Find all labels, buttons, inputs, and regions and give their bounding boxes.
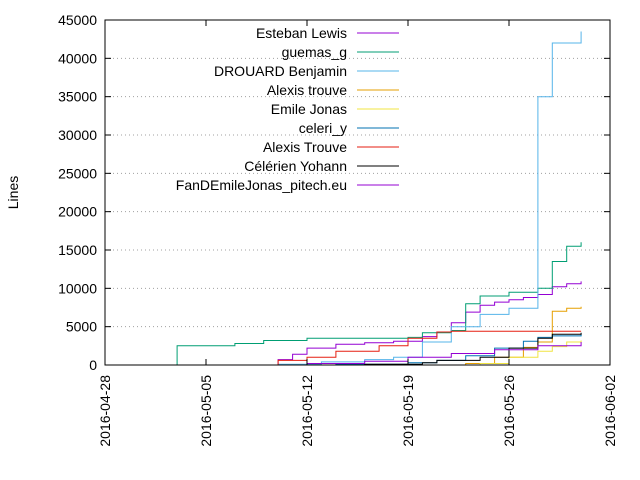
y-tick-label: 20000 [58, 204, 97, 220]
legend-label-1: guemas_g [282, 44, 347, 60]
legend-label-4: Emile Jonas [271, 101, 347, 117]
legend-label-5: celeri_y [299, 120, 347, 136]
y-tick-label: 10000 [58, 280, 97, 296]
series-line-1 [176, 242, 582, 365]
series-line-4 [393, 340, 582, 366]
y-tick-label: 5000 [66, 319, 97, 335]
ticks: 0 5000 10000 15000 20000 25000 30000 35000 40000… [58, 12, 618, 447]
y-tick-label: 15000 [58, 242, 97, 258]
series-line-2 [177, 31, 582, 366]
y-tick-label: 40000 [58, 50, 97, 66]
y-tick-label: 0 [89, 357, 97, 373]
series-line-8 [278, 342, 582, 366]
x-tick-label: 2016-06-02 [602, 375, 618, 447]
series-line-7 [278, 332, 582, 366]
x-tick-label: 2016-05-19 [400, 375, 416, 447]
legend-label-8: FanDEmileJonas_pitech.eu [176, 177, 347, 193]
y-tick-label: 35000 [58, 89, 97, 105]
y-tick-label: 30000 [58, 127, 97, 143]
legend-label-3: Alexis trouve [267, 82, 347, 98]
legend-label-0: Esteban Lewis [256, 25, 347, 41]
legend: Esteban Lewis guemas_g DROUARD Benjamin Ale… [176, 25, 399, 193]
x-tick-label: 2016-05-05 [198, 375, 214, 447]
legend-label-7: Célérien Yohann [244, 158, 347, 174]
plot-frame [104, 19, 611, 366]
series-line-0 [277, 281, 582, 365]
x-tick-label: 2016-04-28 [97, 375, 113, 447]
legend-label-6: Alexis Trouve [263, 139, 347, 155]
legend-label-2: DROUARD Benjamin [214, 63, 347, 79]
x-tick-label: 2016-05-26 [501, 375, 517, 447]
y-tick-label: 25000 [58, 165, 97, 181]
x-tick-label: 2016-05-12 [299, 375, 315, 447]
y-axis-label: Lines [5, 176, 21, 209]
y-tick-label: 45000 [58, 12, 97, 28]
